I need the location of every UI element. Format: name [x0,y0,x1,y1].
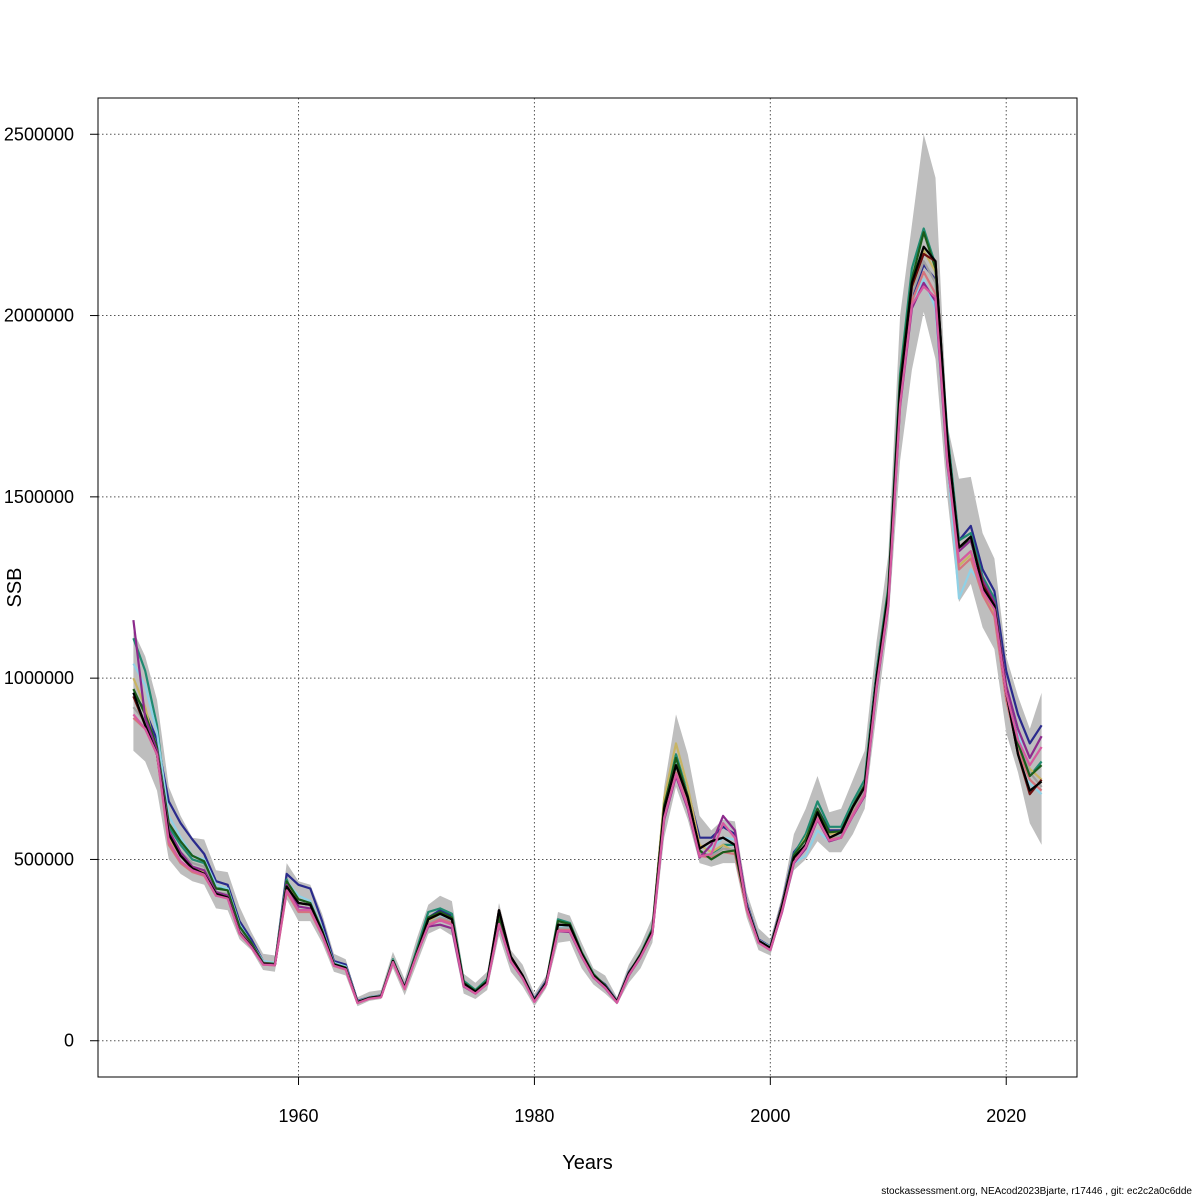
y-tick-label: 1000000 [4,668,74,688]
credit-text: stockassessment.org, NEAcod2023Bjarte, r… [881,1186,1192,1197]
x-tick-label: 1960 [278,1106,318,1126]
y-axis-title: SSB [4,567,26,607]
x-tick-label: 2000 [750,1106,790,1126]
confidence-band [133,134,1042,1007]
x-axis: 1960 1980 2000 2020 [278,1076,1026,1126]
y-tick-label: 0 [64,1031,74,1051]
y-tick-label: 500000 [14,849,74,869]
y-axis: 0 500000 1000000 1500000 2000000 2500000 [4,124,99,1051]
x-axis-title: Years [562,1152,612,1174]
y-tick-label: 2000000 [4,306,74,326]
series-line-11 [132,285,1043,1005]
y-tick-label: 1500000 [4,487,74,507]
confidence-band-area [133,134,1042,1007]
x-tick-label: 1980 [514,1106,554,1126]
x-tick-label: 2020 [986,1106,1026,1126]
grid-lines [98,98,1077,1077]
series-lines [132,227,1043,1005]
y-tick-label: 2500000 [4,124,74,144]
